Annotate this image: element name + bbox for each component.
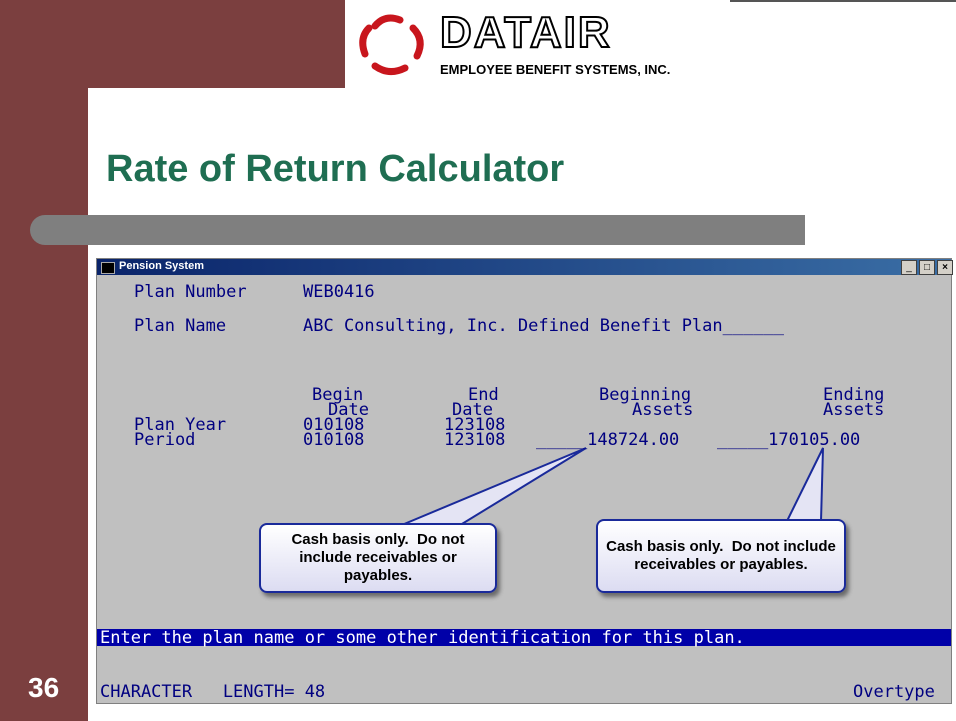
window-title: Pension System	[119, 260, 204, 272]
status-mode: CHARACTER LENGTH= 48	[100, 682, 326, 702]
corner	[88, 88, 128, 128]
callout: Cash basis only. Do not include receivab…	[259, 523, 497, 593]
field-value: WEB0416	[303, 282, 375, 302]
top-rule	[730, 0, 956, 2]
row-begin: 010108	[303, 415, 365, 435]
row-begin: 010108	[303, 430, 365, 450]
column-header: Assets	[823, 400, 885, 420]
column-header: Date	[328, 400, 369, 420]
maximize-button[interactable]: □	[919, 260, 935, 275]
status-overtype: Overtype	[853, 682, 935, 702]
row-ending-assets: _____170105.00	[717, 430, 861, 450]
slide-title: Rate of Return Calculator	[106, 148, 565, 190]
logo-text: DATAIR	[439, 7, 612, 58]
divider-bar	[30, 215, 805, 245]
minimize-button[interactable]: _	[901, 260, 917, 275]
column-header: Begin	[312, 385, 364, 405]
title-bar	[97, 259, 951, 275]
field-label: Plan Name	[134, 316, 227, 336]
logo-mark	[359, 14, 424, 75]
window-icon	[101, 262, 115, 274]
close-button[interactable]: ×	[937, 260, 953, 275]
column-header: Ending	[823, 385, 885, 405]
top-band	[0, 0, 345, 88]
slide-number: 36	[28, 672, 60, 703]
column-header: End	[468, 385, 499, 405]
field-value: ABC Consulting, Inc. Defined Benefit Pla…	[303, 316, 785, 336]
row-label: Plan Year	[134, 415, 227, 435]
message-highlight	[97, 629, 951, 646]
callout: Cash basis only. Do not include receivab…	[596, 519, 846, 593]
row-beginning-assets: _____148724.00	[536, 430, 680, 450]
left-band	[0, 0, 88, 721]
column-header: Beginning	[599, 385, 692, 405]
company-name: EMPLOYEE BENEFIT SYSTEMS, INC.	[440, 62, 671, 77]
window-buttons: _ □ ×	[901, 260, 953, 275]
row-end: 123108	[444, 415, 506, 435]
field-label: Plan Number	[134, 282, 247, 302]
terminal-window: Pension System _ □ × Plan Number WEB0416 P…	[96, 258, 953, 704]
column-header: Date	[452, 400, 493, 420]
column-header: Assets	[632, 400, 694, 420]
row-label: Period	[134, 430, 196, 450]
status-message: Enter the plan name or some other identi…	[100, 628, 745, 648]
row-end: 123108	[444, 430, 506, 450]
